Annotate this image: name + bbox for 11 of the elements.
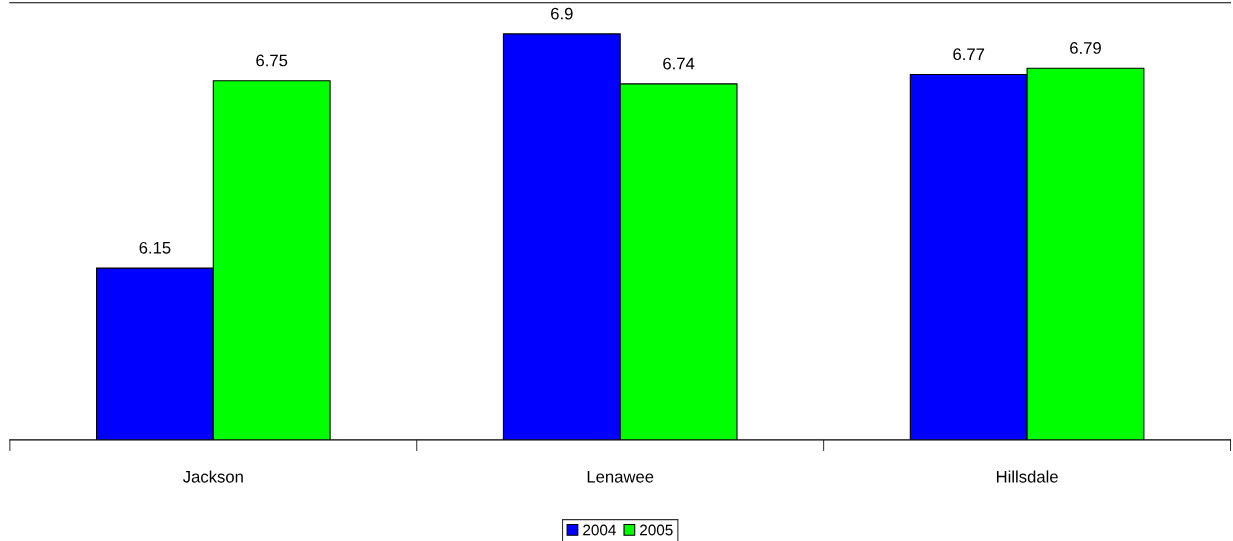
x-tick-label: Lenawee [587,471,654,483]
x-tick-label: Jackson [183,470,243,483]
data-label: 6.75 [256,54,288,67]
data-label: 6.79 [1070,42,1101,54]
legend-label: 2005 [640,524,673,536]
data-label: 6.77 [953,48,985,61]
data-label: 6.9 [551,7,573,20]
data-label: 6.15 [139,241,171,254]
x-tick-label: Hillsdale [996,470,1058,483]
legend-label: 2004 [583,524,616,536]
data-label: 6.74 [663,57,695,70]
